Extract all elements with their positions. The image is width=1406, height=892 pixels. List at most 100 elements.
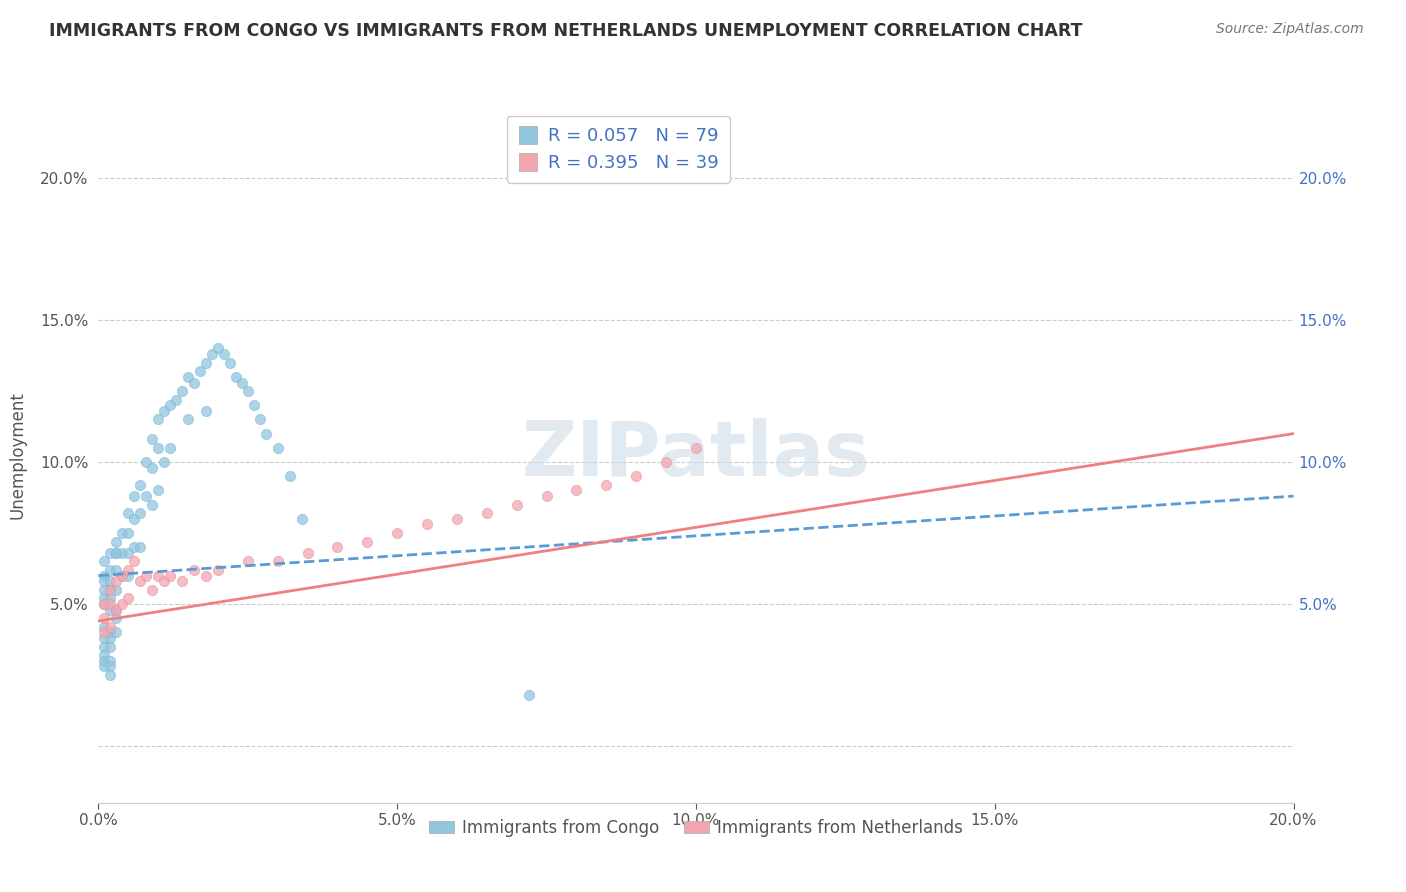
Text: Source: ZipAtlas.com: Source: ZipAtlas.com — [1216, 22, 1364, 37]
Point — [93, 554, 115, 568]
Point — [124, 554, 146, 568]
Point — [172, 574, 194, 589]
Point — [267, 441, 290, 455]
Point — [105, 582, 128, 597]
Point — [93, 597, 115, 611]
Point — [297, 546, 319, 560]
Point — [536, 489, 558, 503]
Point — [141, 432, 163, 446]
Point — [93, 568, 115, 582]
Point — [124, 540, 146, 554]
Point — [195, 404, 218, 418]
Point — [148, 568, 170, 582]
Point — [93, 654, 115, 668]
Point — [124, 512, 146, 526]
Point — [236, 554, 259, 568]
Point — [93, 659, 115, 673]
Point — [93, 648, 115, 662]
Point — [326, 540, 349, 554]
Point — [124, 489, 146, 503]
Point — [172, 384, 194, 398]
Point — [129, 540, 152, 554]
Point — [98, 563, 122, 577]
Point — [111, 526, 134, 541]
Point — [165, 392, 187, 407]
Point — [416, 517, 439, 532]
Point — [98, 654, 122, 668]
Point — [356, 534, 378, 549]
Point — [177, 369, 200, 384]
Point — [219, 356, 242, 370]
Point — [159, 568, 181, 582]
Point — [236, 384, 259, 398]
Point — [117, 568, 139, 582]
Point — [98, 574, 122, 589]
Point — [117, 546, 139, 560]
Point — [153, 574, 176, 589]
Text: IMMIGRANTS FROM CONGO VS IMMIGRANTS FROM NETHERLANDS UNEMPLOYMENT CORRELATION CH: IMMIGRANTS FROM CONGO VS IMMIGRANTS FROM… — [49, 22, 1083, 40]
Point — [135, 568, 157, 582]
Point — [93, 631, 115, 645]
Point — [201, 347, 224, 361]
Point — [159, 398, 181, 412]
Point — [446, 512, 468, 526]
Point — [626, 469, 648, 483]
Point — [655, 455, 678, 469]
Point — [148, 441, 170, 455]
Point — [278, 469, 301, 483]
Point — [129, 574, 152, 589]
Point — [93, 574, 115, 589]
Point — [93, 611, 115, 625]
Point — [117, 526, 139, 541]
Point — [212, 347, 235, 361]
Point — [291, 512, 314, 526]
Point — [475, 506, 498, 520]
Point — [231, 376, 253, 390]
Point — [117, 591, 139, 606]
Point — [98, 668, 122, 682]
Point — [595, 477, 617, 491]
Point — [93, 597, 115, 611]
Point — [141, 460, 163, 475]
Point — [148, 483, 170, 498]
Point — [98, 620, 122, 634]
Point — [506, 498, 529, 512]
Point — [105, 546, 128, 560]
Point — [93, 582, 115, 597]
Point — [159, 441, 181, 455]
Point — [141, 582, 163, 597]
Point — [98, 603, 122, 617]
Point — [105, 534, 128, 549]
Point — [93, 591, 115, 606]
Point — [565, 483, 588, 498]
Point — [98, 591, 122, 606]
Point — [105, 603, 128, 617]
Point — [105, 603, 128, 617]
Point — [111, 568, 134, 582]
Point — [93, 640, 115, 654]
Point — [183, 376, 205, 390]
Point — [129, 477, 152, 491]
Point — [105, 611, 128, 625]
Point — [98, 582, 122, 597]
Point — [243, 398, 266, 412]
Point — [153, 455, 176, 469]
Point — [117, 563, 139, 577]
Point — [111, 568, 134, 582]
Point — [195, 356, 218, 370]
Y-axis label: Unemployment: Unemployment — [8, 391, 27, 519]
Point — [177, 412, 200, 426]
Point — [105, 625, 128, 640]
Point — [117, 506, 139, 520]
Point — [93, 620, 115, 634]
Point — [111, 597, 134, 611]
Point — [153, 404, 176, 418]
Text: ZIPatlas: ZIPatlas — [522, 418, 870, 491]
Point — [105, 574, 128, 589]
Point — [105, 563, 128, 577]
Point — [98, 631, 122, 645]
Point — [111, 546, 134, 560]
Point — [685, 441, 707, 455]
Point — [195, 568, 218, 582]
Point — [148, 412, 170, 426]
